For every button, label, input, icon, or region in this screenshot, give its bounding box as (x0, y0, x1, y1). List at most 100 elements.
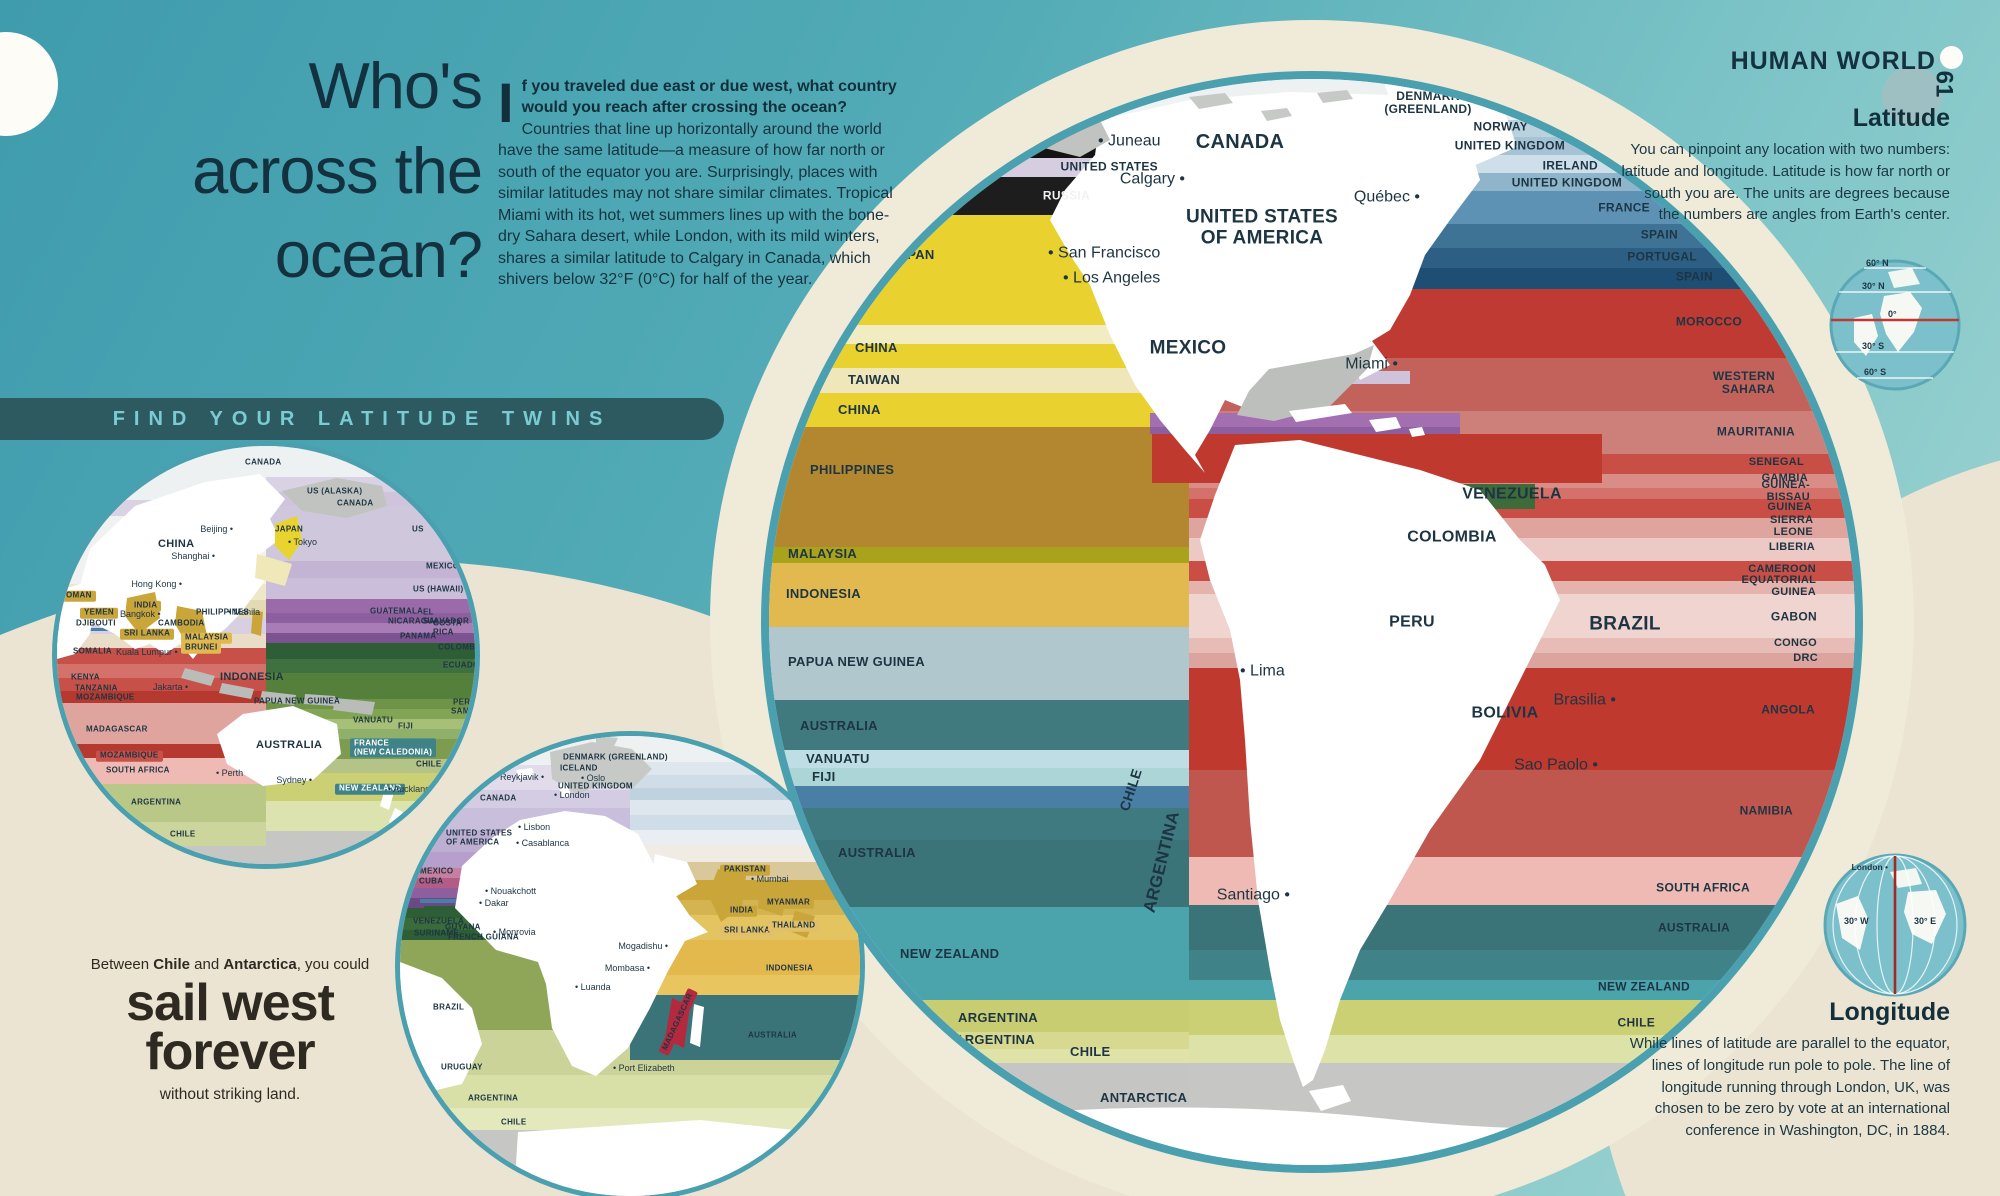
longitude-heading: Longitude (1829, 998, 1950, 1026)
map-country-label: AUSTRALIA (838, 844, 916, 860)
map-country-label: JAPAN (890, 246, 935, 262)
drop-cap: I (498, 71, 514, 134)
map-country-label: CANADA (1195, 131, 1285, 154)
map-country-label: ARGENTINA (958, 1009, 1038, 1025)
latitude-band (769, 750, 1189, 768)
map-country-label: VENEZUELA (413, 916, 465, 926)
section-banner: FIND YOUR LATITUDE TWINS (0, 398, 724, 440)
map-country-label: UNITED STATES OF AMERICA (446, 828, 513, 846)
map-country-label: PORTUGAL (1627, 249, 1697, 264)
latitude-band (769, 368, 1189, 393)
map-country-label: PERU (453, 697, 475, 707)
latitude-band (266, 506, 475, 561)
map-country-label: MEXICO (420, 866, 454, 876)
page-title: Who's across the ocean? (192, 49, 483, 291)
lon-label-30w: 30° W (1844, 916, 1869, 926)
map-country-label: AUSTRALIA (1657, 920, 1730, 935)
map-city-label: • Dakar (479, 898, 509, 909)
map-country-label: PAKISTAN (720, 864, 771, 876)
map-country-label: BRUNEI (181, 642, 222, 654)
map-country-label: CHILE (170, 829, 196, 839)
map-country-label: ECUADOR (443, 660, 475, 670)
lat-label-30s: 30° S (1862, 341, 1884, 351)
sail-west-callout: Between Chile and Antarctica, you could … (56, 956, 404, 1104)
landmass-artwork (939, 82, 1734, 1165)
map-city-label: • Lisbon (518, 822, 551, 833)
latitude-band (400, 1108, 630, 1130)
latitude-band (769, 547, 1189, 563)
map-country-label: VENEZUELA (1462, 485, 1562, 503)
map-country-label: INDONESIA (220, 671, 284, 684)
map-country-label: YEMEN (80, 607, 118, 619)
latitude-twins-map-americas: JAPAN CHINA TAIWAN CHINA PHILIPPINES MALAYSIA… (769, 79, 1855, 1165)
map-country-label: PANAMA (400, 631, 437, 641)
map-city-label: Sao Paolo • (1514, 756, 1598, 774)
latitude-band (57, 784, 266, 822)
map-country-label: CHINA (838, 401, 881, 417)
landmass-artwork (57, 474, 403, 826)
latitude-band (266, 578, 475, 599)
map-city-label: Kuala Lumpur • (116, 647, 178, 658)
latitude-globe: 60° N 30° N 0° 30° S 60° S (1829, 258, 1961, 391)
latitude-band (57, 691, 266, 703)
map-country-label: US (412, 524, 424, 534)
map-country-label: OMAN (62, 590, 96, 602)
map-country-label: SOUTH AFRICA (106, 765, 170, 775)
lat-label-eq: 0° (1888, 309, 1897, 319)
latitude-band (266, 719, 475, 729)
map-country-label: VANUATU (806, 750, 870, 766)
latitude-band-segment (1150, 427, 1460, 434)
map-city-label: Jakarta • (153, 682, 189, 693)
map-country-label: UNITED STATES OF AMERICA (1185, 206, 1339, 248)
map-city-label: • Lima (1240, 662, 1285, 680)
map-country-label: PERU (1389, 613, 1435, 631)
lat-label-30n: 30° N (1862, 281, 1885, 291)
map-country-label: MEXICO (426, 561, 460, 571)
map-country-label: MOROCCO (1675, 314, 1742, 329)
map-country-label: NICARAGUA (388, 616, 440, 626)
map-country-label: PAPUA NEW GUINEA (788, 653, 925, 669)
map-city-label: • Oslo (581, 773, 606, 784)
map-country-label: SPAIN (1675, 269, 1713, 284)
map-country-label: RUSSIA (1042, 188, 1090, 203)
latitude-band (1189, 980, 1855, 1000)
map-country-label: GABON (1770, 609, 1817, 624)
latitude-band (769, 907, 1189, 1000)
latitude-band (266, 446, 475, 477)
latitude-band (769, 1032, 1189, 1049)
latitude-band (769, 79, 1189, 118)
map-country-label: MOZAMBIQUE (96, 750, 163, 762)
map-city-label: • Monrovia (493, 927, 536, 938)
map-country-label: DENMARK (GREENLAND) (1384, 89, 1472, 116)
map-country-label: NEW ZEALAND (335, 783, 406, 795)
map-city-label: Beijing • (200, 524, 233, 535)
map-country-label: CHINA (855, 339, 898, 355)
lat-label-60s: 60° S (1864, 367, 1886, 377)
decorative-dot (1940, 46, 1963, 69)
map-city-label: • Luanda (575, 982, 611, 993)
map-country-label: AUSTRALIA (800, 717, 878, 733)
map-country-label: NORWAY (1473, 119, 1528, 134)
latitude-band (769, 325, 1189, 344)
latitude-sidebar: Latitude You can pinpoint any location w… (1620, 104, 1950, 226)
map-country-label: ARGENTINA (131, 797, 182, 807)
lon-label-30e: 30° E (1914, 916, 1936, 926)
sail-big-text: sail west forever (126, 974, 335, 1082)
map-country-label: KENYA (71, 672, 100, 682)
map-country-label: GUYANA (445, 922, 481, 932)
latitude-band (266, 729, 475, 739)
longitude-body: While lines of latitude are parallel to … (1629, 1035, 1950, 1139)
map-country-label: PAPUA NEW GUINEA (254, 696, 341, 706)
map-city-label: • Juneau (1098, 132, 1161, 150)
map-country-label: MADAGASCAR (86, 724, 148, 734)
map-country-label: SIERRA LEONE (1770, 514, 1814, 538)
map-country-label: ICELAND (560, 763, 598, 773)
map-country-label: CAMEROON (1748, 563, 1816, 576)
map-country-label: ARGENTINA (468, 1093, 519, 1103)
map-city-label: • Casablanca (516, 838, 570, 849)
latitude-band (266, 673, 475, 699)
map-country-label: CAMBODIA (158, 618, 205, 628)
map-country-label: PHILIPPINES (810, 461, 895, 477)
map-country-label: FIJI (398, 721, 413, 731)
